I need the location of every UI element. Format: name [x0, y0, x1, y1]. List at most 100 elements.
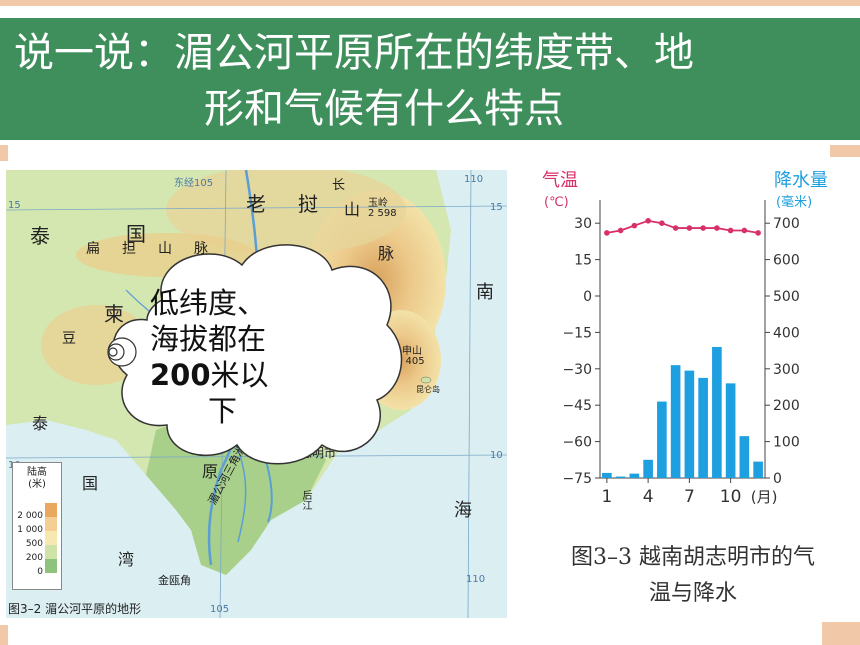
- map-label-yuling: 玉岭: [368, 198, 388, 209]
- legend-swatch-2000: [45, 503, 57, 517]
- map-label-kunlun: 昆仑岛: [416, 385, 440, 394]
- temp-axis-unit: (℃): [544, 195, 569, 210]
- callout-line-2: 海拔都在: [150, 322, 267, 356]
- precip-tick-label: 200: [773, 398, 800, 414]
- cloud-bubble-3: [108, 347, 118, 357]
- map-label-dou: 豆: [62, 331, 76, 347]
- map-label-shan: 山: [344, 200, 361, 219]
- legend-tick-0: 0: [37, 567, 43, 577]
- callout-text: 低纬度、 海拔都在 200米以 下: [150, 285, 320, 429]
- callout-line-4: 下: [208, 394, 238, 428]
- temp-tick-label: 30: [574, 216, 592, 232]
- map-label-range: 扁 担 山 脉: [86, 241, 212, 257]
- x-tick-label: 4: [643, 487, 654, 507]
- temp-tick-label: −60: [562, 435, 592, 451]
- callout-cloud: [107, 244, 403, 465]
- precip-tick-label: 0: [773, 471, 782, 487]
- map-label-laos: 老 挝: [246, 192, 324, 216]
- chart-caption-line-2: 温与降水: [648, 581, 737, 606]
- x-axis-unit: (月): [751, 488, 778, 506]
- precip-tick-label: 400: [773, 325, 800, 341]
- title-line-1: 说一说：湄公河平原所在的纬度带、地: [14, 30, 694, 76]
- temp-point: [714, 225, 720, 231]
- precip-bar: [712, 346, 722, 478]
- legend-title-1: 陆高: [27, 467, 47, 478]
- precip-tick-label: 500: [773, 289, 800, 305]
- legend-tick-500: 500: [25, 539, 43, 549]
- precip-bar: [629, 473, 640, 478]
- temp-point: [672, 225, 679, 231]
- map-label-shenshan: 多申山: [392, 346, 422, 357]
- temp-point: [686, 225, 693, 231]
- temp-axis-label: 气温: [542, 170, 578, 191]
- precip-axis-unit: (毫米): [776, 194, 812, 210]
- precip-bar: [684, 370, 695, 478]
- precip-tick-label: 700: [773, 216, 800, 232]
- decor-stripe-top: [0, 0, 860, 6]
- precip-bar: [753, 461, 763, 478]
- temp-tick-label: −30: [562, 362, 592, 378]
- legend-swatch-0: [45, 559, 57, 573]
- map-label-tai-left: 泰: [32, 414, 49, 433]
- temp-tick-label: −15: [562, 325, 592, 341]
- map-label-yuan: 原: [202, 462, 219, 481]
- map-label-wan: 湾: [118, 550, 135, 569]
- map-label-lat-10r: 10: [490, 450, 503, 461]
- callout-line-1: 低纬度、: [150, 286, 267, 320]
- legend-swatch-500: [45, 531, 57, 545]
- map-caption: 图3–2 湄公河平原的地形: [8, 602, 142, 616]
- temp-point: [659, 220, 665, 226]
- legend-swatch-1000: [45, 517, 57, 531]
- map-label-mai: 脉: [378, 244, 395, 263]
- map-label-guo-left: 国: [82, 474, 99, 493]
- precip-bar: [698, 377, 708, 478]
- temp-line: [606, 219, 759, 234]
- temp-point: [631, 222, 638, 229]
- temp-tick-label: 15: [574, 253, 592, 269]
- map-label-yuling-h: 2 598: [368, 208, 397, 219]
- precip-tick-label: 300: [773, 362, 800, 378]
- precip-bar: [670, 365, 681, 478]
- decor-stripe-left: [0, 145, 8, 161]
- precip-bar: [657, 401, 667, 478]
- legend-tick-2000: 2 000: [17, 511, 43, 521]
- precip-tick-label: 600: [773, 253, 800, 269]
- meridian-110: [467, 170, 472, 618]
- precip-tick-label: 100: [773, 435, 800, 451]
- title-line-2: 形和气候有什么特点: [204, 86, 564, 132]
- map-label-lon-105-bot: 105: [210, 604, 230, 615]
- callout-line-3-number: 200: [150, 358, 211, 392]
- elevation-legend: 陆高 (米) 2 000 1 000 500 200 0: [12, 462, 62, 590]
- callout-line-3: 200米以: [150, 357, 320, 393]
- precip-bar: [739, 436, 750, 478]
- map-label-cambodia: 柬: [104, 302, 124, 326]
- temp-point: [755, 230, 761, 236]
- chart-caption-line-1: 图3–3 越南胡志明市的气: [571, 545, 815, 570]
- temp-point: [741, 227, 748, 234]
- temp-point: [700, 225, 706, 231]
- legend-swatch-200: [45, 545, 57, 559]
- callout-line-3-rest: 米以: [210, 358, 269, 392]
- map-label-lat-15r: 15: [490, 202, 503, 213]
- parallel-15: [6, 205, 507, 211]
- precip-axis-label: 降水量: [774, 170, 828, 191]
- map-label-jinou: 金瓯角: [158, 574, 191, 587]
- legend-title: 陆高 (米): [13, 467, 61, 491]
- x-tick-label: 7: [684, 487, 695, 507]
- temp-point: [727, 227, 734, 234]
- climate-chart: 气温 (℃) 降水量 (毫米) 30 15 0 −15 −30 −45 −60 −75 700 600 50…: [542, 170, 828, 507]
- temp-point: [645, 217, 651, 224]
- river-3: [235, 444, 247, 543]
- x-tick-label: 1: [601, 487, 612, 507]
- map-label-shenshan-h: 2 405: [396, 356, 425, 367]
- cloud-shape: [112, 244, 403, 465]
- temp-point: [604, 230, 610, 236]
- legend-tick-200: 200: [25, 553, 43, 563]
- x-tick-label: 10: [720, 487, 742, 507]
- map-label-lon-110-bot: 110: [466, 574, 486, 585]
- title-banner: 说一说：湄公河平原所在的纬度带、地 形和气候有什么特点: [0, 18, 860, 140]
- decor-stripe-right: [830, 145, 860, 157]
- legend-title-2: (米): [28, 479, 46, 490]
- map-label-nan: 南: [476, 282, 494, 303]
- map-label-hai: 海: [454, 500, 472, 521]
